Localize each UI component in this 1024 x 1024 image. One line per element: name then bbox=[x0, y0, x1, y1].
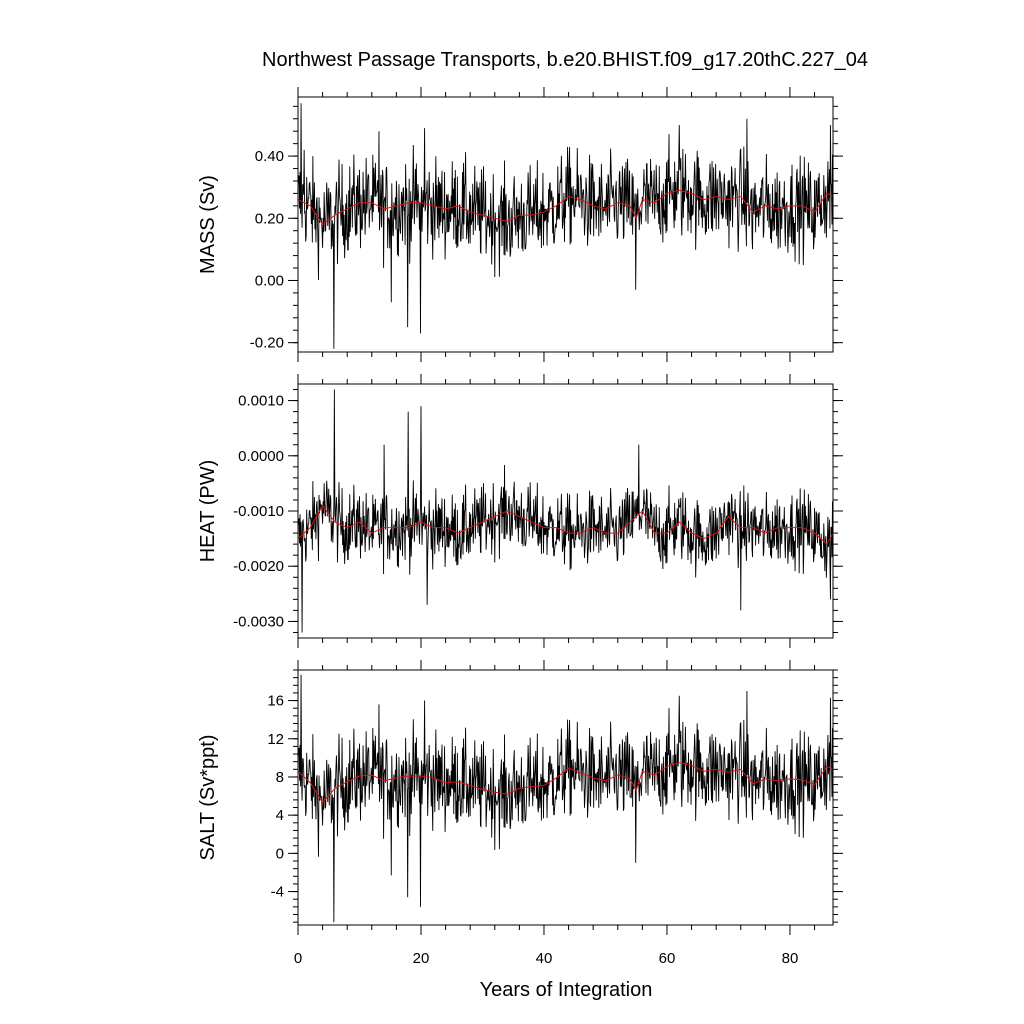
smoothed-series-line bbox=[297, 504, 834, 545]
y-tick-label: 12 bbox=[267, 731, 284, 748]
raw-series-line bbox=[297, 103, 834, 349]
y-tick-label: -0.20 bbox=[250, 335, 284, 352]
y-tick-label: -0.0030 bbox=[233, 613, 284, 630]
x-axis-label: Years of Integration bbox=[480, 979, 653, 1001]
y-tick-label: 16 bbox=[267, 693, 284, 710]
y-tick-label: 0.0010 bbox=[238, 393, 284, 410]
panel-1: -0.20 0.00 0.20 0.40 MASS (Sv) bbox=[197, 87, 843, 362]
y-tick-label: -4 bbox=[271, 884, 284, 901]
raw-series-line bbox=[297, 674, 834, 923]
y-tick-label: -0.0010 bbox=[233, 503, 284, 520]
y-axis-label: SALT (Sv*ppt) bbox=[197, 735, 219, 861]
smoothed-series-line bbox=[297, 762, 834, 804]
y-tick-label: 0.40 bbox=[255, 148, 284, 165]
x-tick-label: 20 bbox=[413, 950, 430, 967]
y-tick-label: 0.0000 bbox=[238, 448, 284, 465]
y-tick-label: 0.00 bbox=[255, 272, 284, 289]
y-tick-label: 8 bbox=[276, 769, 284, 786]
x-tick-label: 0 bbox=[294, 950, 302, 967]
y-tick-label: -0.0020 bbox=[233, 558, 284, 575]
y-tick-label: 0 bbox=[276, 845, 284, 862]
x-tick-label: 40 bbox=[536, 950, 553, 967]
raw-series-line bbox=[297, 389, 834, 633]
y-tick-label: 0.20 bbox=[255, 210, 284, 227]
y-axis-label: MASS (Sv) bbox=[197, 175, 219, 274]
panel-3: -4 0 4 8 12 16 SALT (Sv*ppt) bbox=[197, 660, 843, 935]
panel-2: -0.0030 -0.0020 -0.0010 0.0000 0.0010 HEAT (P… bbox=[197, 374, 843, 648]
chart-title: Northwest Passage Transports, b.e20.BHIS… bbox=[262, 49, 868, 71]
panel-frame bbox=[297, 96, 834, 353]
y-tick-label: 4 bbox=[276, 807, 284, 824]
x-tick-label: 80 bbox=[782, 950, 799, 967]
chart-panels: -0.20 0.00 0.20 0.40 MASS (Sv) -0.0030 -0.0020… bbox=[197, 87, 843, 967]
smoothed-series-line bbox=[297, 189, 834, 226]
panel-frame bbox=[297, 669, 834, 926]
x-tick-label: 60 bbox=[659, 950, 676, 967]
y-axis-label: HEAT (PW) bbox=[197, 460, 219, 563]
